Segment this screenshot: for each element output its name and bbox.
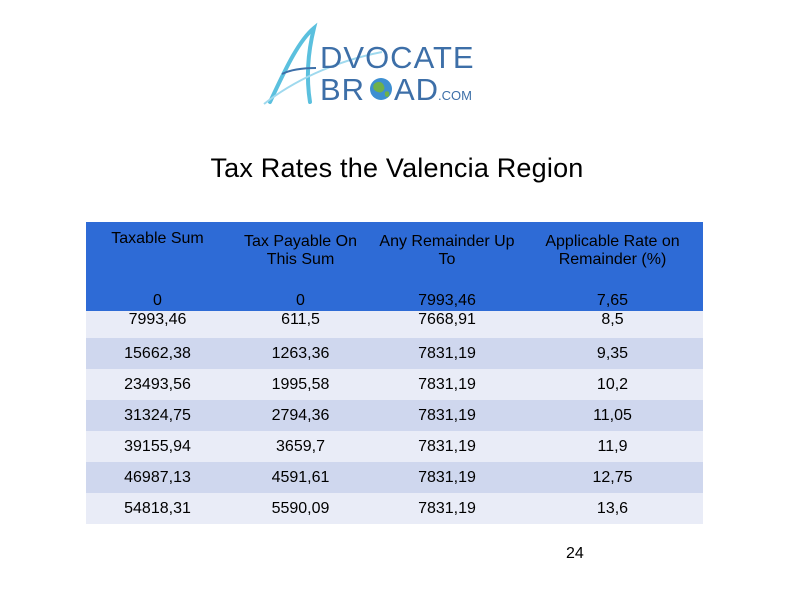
cell: 31324,75 bbox=[86, 400, 229, 431]
logo-suffix: .COM bbox=[438, 88, 472, 103]
header-taxable-sum: Taxable Sum bbox=[86, 222, 229, 280]
cell: 9,35 bbox=[522, 338, 703, 369]
header-rate: Applicable Rate on Remainder (%) bbox=[522, 222, 703, 280]
table-row: 46987,13 4591,61 7831,19 12,75 bbox=[86, 462, 703, 493]
table-row: 7993,46 611,5 7668,91 8,5 bbox=[86, 311, 703, 338]
cell: 13,6 bbox=[522, 493, 703, 524]
table-row: 23493,56 1995,58 7831,19 10,2 bbox=[86, 369, 703, 400]
table-header-row: Taxable Sum Tax Payable On This Sum Any … bbox=[86, 222, 703, 280]
cell: 7831,19 bbox=[372, 493, 522, 524]
page-number: 24 bbox=[566, 545, 584, 562]
header-remainder: Any Remainder Up To bbox=[372, 222, 522, 280]
cell: 1995,58 bbox=[229, 369, 372, 400]
table-row: 0 0 7993,46 7,65 bbox=[86, 280, 703, 311]
cell: 7668,91 bbox=[372, 311, 522, 338]
cell: 611,5 bbox=[229, 311, 372, 338]
cell: 4591,61 bbox=[229, 462, 372, 493]
cell: 54818,31 bbox=[86, 493, 229, 524]
cell: 8,5 bbox=[522, 311, 703, 338]
cell: 15662,38 bbox=[86, 338, 229, 369]
cell: 11,05 bbox=[522, 400, 703, 431]
cell: 7831,19 bbox=[372, 369, 522, 400]
page-title: Tax Rates the Valencia Region bbox=[210, 153, 584, 183]
tax-rates-table: Taxable Sum Tax Payable On This Sum Any … bbox=[86, 222, 703, 524]
cell: 7831,19 bbox=[372, 400, 522, 431]
cell: 0 bbox=[229, 280, 372, 311]
cell: 23493,56 bbox=[86, 369, 229, 400]
cell: 2794,36 bbox=[229, 400, 372, 431]
cell: 7993,46 bbox=[372, 280, 522, 311]
cell: 1263,36 bbox=[229, 338, 372, 369]
cell: 5590,09 bbox=[229, 493, 372, 524]
cell: 7,65 bbox=[522, 280, 703, 311]
cell: 39155,94 bbox=[86, 431, 229, 462]
logo-line2-b: AD bbox=[394, 72, 439, 107]
cell: 46987,13 bbox=[86, 462, 229, 493]
logo-line1: DVOCATE bbox=[320, 40, 475, 75]
table-row: 39155,94 3659,7 7831,19 11,9 bbox=[86, 431, 703, 462]
table-row: 31324,75 2794,36 7831,19 11,05 bbox=[86, 400, 703, 431]
logo-line2-a: BR bbox=[320, 72, 365, 107]
cell: 7993,46 bbox=[86, 311, 229, 338]
cell: 10,2 bbox=[522, 369, 703, 400]
header-tax-payable: Tax Payable On This Sum bbox=[229, 222, 372, 280]
cell: 12,75 bbox=[522, 462, 703, 493]
table-row: 15662,38 1263,36 7831,19 9,35 bbox=[86, 338, 703, 369]
cell: 7831,19 bbox=[372, 431, 522, 462]
cell: 11,9 bbox=[522, 431, 703, 462]
cell: 7831,19 bbox=[372, 462, 522, 493]
cell: 7831,19 bbox=[372, 338, 522, 369]
cell: 0 bbox=[86, 280, 229, 311]
cell: 3659,7 bbox=[229, 431, 372, 462]
table-row: 54818,31 5590,09 7831,19 13,6 bbox=[86, 493, 703, 524]
advocate-abroad-logo: DVOCATE BR AD .COM bbox=[262, 22, 492, 108]
